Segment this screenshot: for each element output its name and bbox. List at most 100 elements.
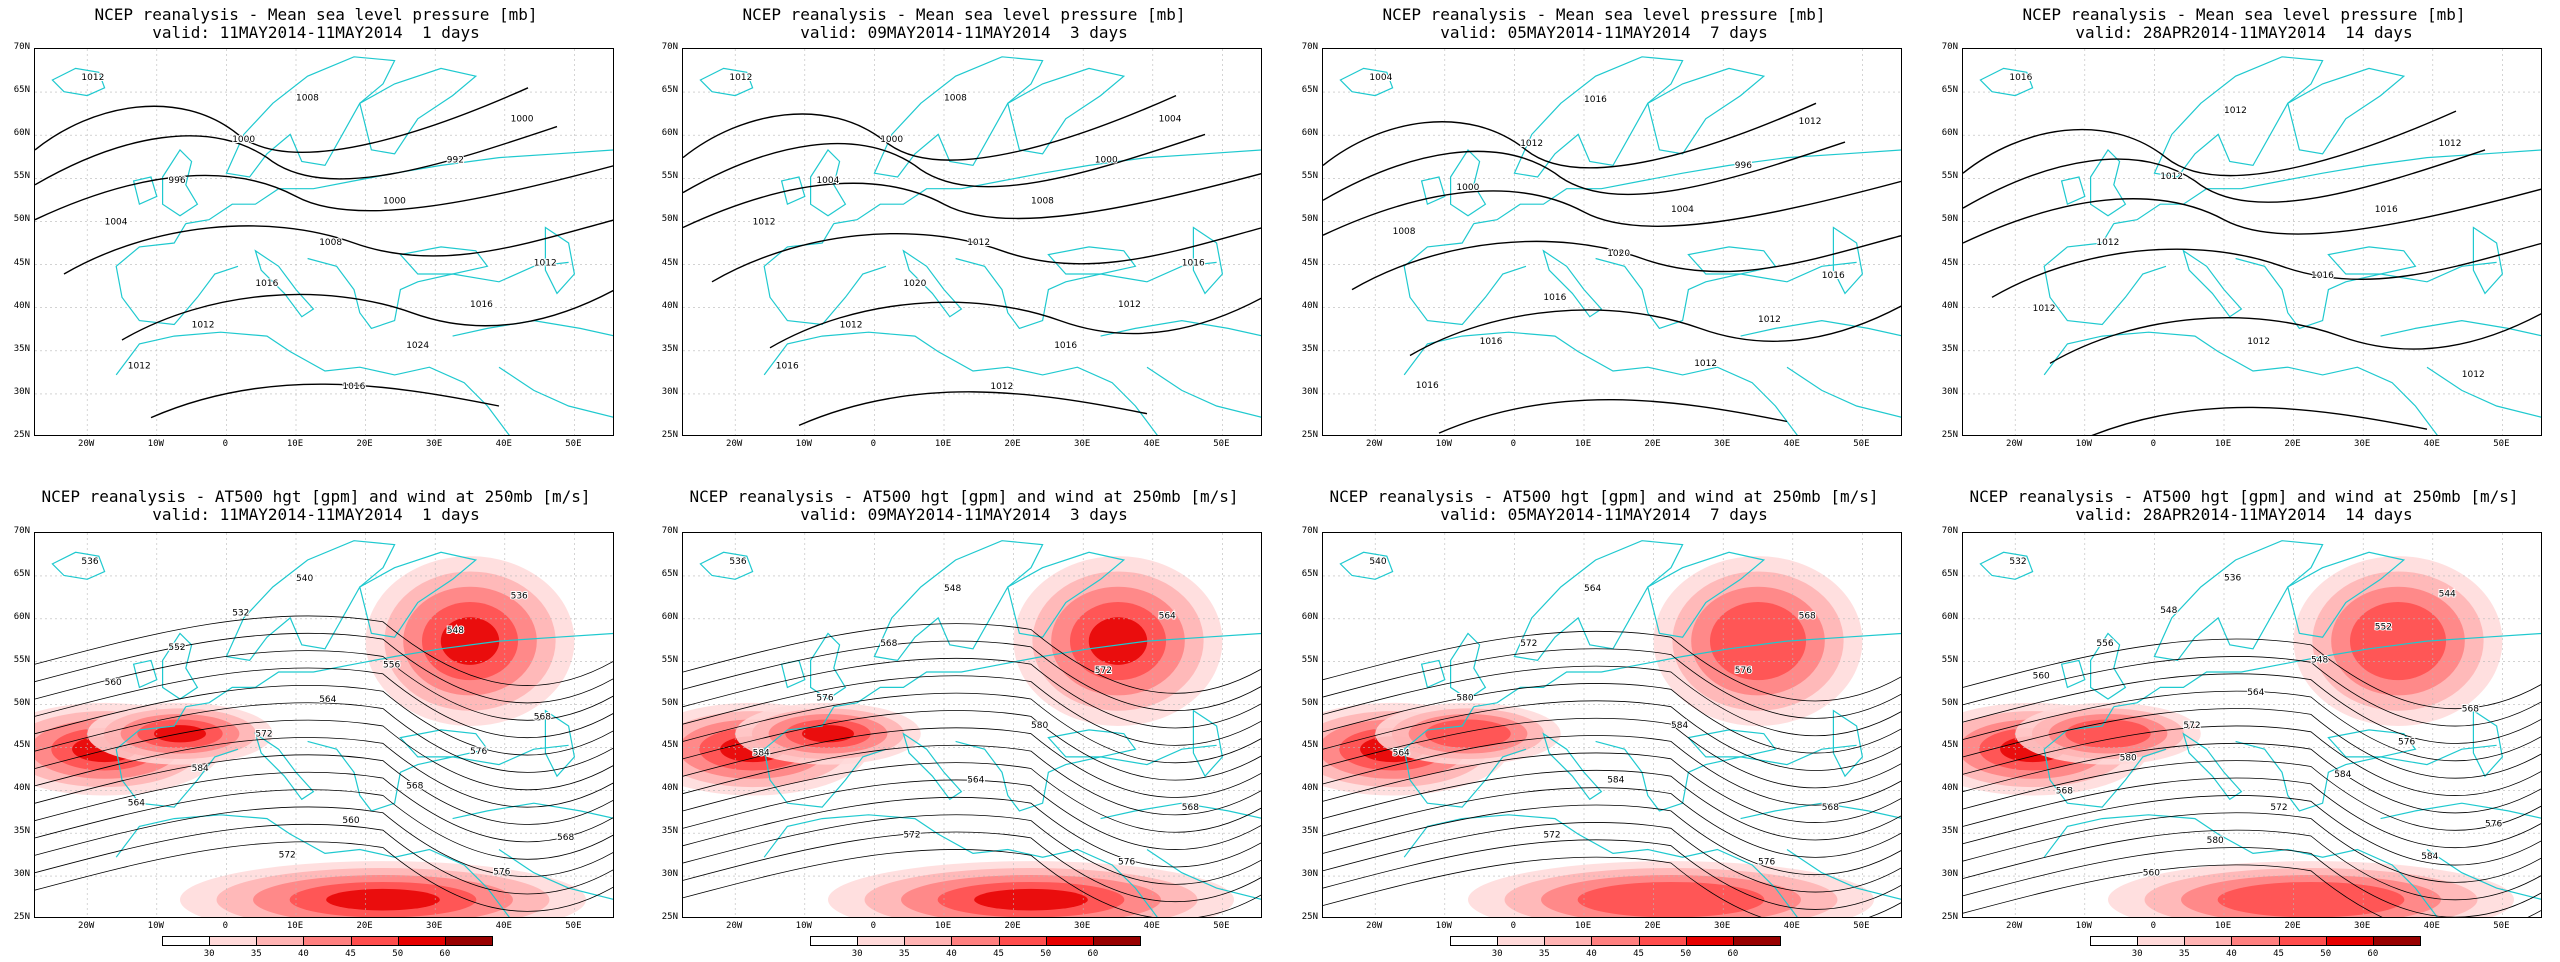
contour-label: 552 [2375,623,2392,633]
latitude-tick-label: 65N [1941,85,1958,96]
longitude-tick-label: 10W [2075,439,2092,449]
longitude-tick-label: 20W [2006,439,2023,449]
contour-label: 564 [967,776,984,786]
latitude-tick-label: 40N [13,300,30,311]
longitude-tick-label: 40E [1143,921,1160,931]
contour-label: 576 [470,747,487,757]
colorbar-swatch [2325,936,2374,946]
coastline [51,56,613,435]
colorbar-label: 60 [1727,949,1739,959]
panel-title: NCEP reanalysis - AT500 hgt [gpm] and wi… [1329,487,1879,506]
latitude-tick-label: 30N [13,386,30,397]
contour-label: 1008 [319,238,342,248]
contour-label: 1012 [753,217,776,227]
contour-label: 532 [2009,557,2026,567]
latitude-tick-label: 65N [661,568,678,579]
latitude-tick-label: 35N [1301,826,1318,837]
lat-lon-grid [683,49,1261,435]
contour-label: 584 [1671,721,1688,731]
contour-label: 564 [1393,748,1410,758]
contour-label: 1012 [2439,139,2462,149]
latitude-tick-label: 40N [13,783,30,794]
wind-speed-shading [1013,556,1223,726]
longitude-tick-label: 20E [1004,439,1021,449]
longitude-tick-label: 30E [2354,439,2371,449]
contour-label: 1016 [2009,73,2032,83]
colorbar-label: 40 [298,949,309,959]
latitude-tick-label: 65N [1301,568,1318,579]
longitude-tick-label: 30E [1714,439,1731,449]
colorbar-label: 60 [1087,949,1099,959]
latitude-tick-label: 60N [13,611,30,622]
colorbar-swatch [2137,936,2186,946]
latitude-tick-label: 45N [13,257,30,268]
longitude-tick-label: 50E [2493,439,2510,449]
contour-label: 1008 [944,94,967,104]
colorbar-swatch [1591,936,1640,946]
contour-label: 584 [192,764,209,774]
colorbar-swatch [951,936,1000,946]
colorbar-label: 50 [2320,949,2332,959]
latitude-tick-label: 70N [1301,42,1318,52]
contour-label: 548 [447,626,464,636]
panel-title: NCEP reanalysis - Mean sea level pressur… [1382,5,1826,24]
contour-label: 1000 [1456,183,1479,193]
map-canvas: 532 536 544 548 552 556 548 560 564 568 572 576 580 5… [1963,533,2541,917]
panel-title: NCEP reanalysis - Mean sea level pressur… [94,5,538,24]
latitude-tick-label: 55N [1941,171,1958,182]
colorbar-label: 30 [1491,949,1503,959]
latitude-tick-label: 25N [1301,912,1318,922]
contour-label: 568 [880,639,897,649]
latitude-tick-label: 65N [661,85,678,96]
map-panel: NCEP reanalysis - AT500 hgt [gpm] and wi… [1288,482,1920,960]
longitude-tick-label: 40E [1783,439,1800,449]
colorbar-label: 50 [1680,949,1692,959]
longitude-tick-label: 30E [1074,921,1091,931]
colorbar-swatch [2278,936,2327,946]
colorbar-swatch [1685,936,1734,946]
contour-label: 992 [447,156,464,166]
pressure-contours [683,94,1261,427]
contour-label: 1004 [816,176,839,186]
contour-label: 560 [2033,672,2050,682]
contour-label: 568 [1182,803,1199,813]
latitude-tick-label: 55N [13,654,30,665]
longitude-tick-label: 50E [2493,921,2510,931]
contour-label: 568 [534,712,551,722]
colorbar-label: 30 [2131,949,2143,959]
contour-label: 1012 [2462,370,2485,380]
longitude-tick-label: 0 [222,439,229,449]
colorbar-label: 35 [2178,949,2190,959]
contour-label: 540 [296,574,313,584]
latitude-tick-label: 50N [1301,697,1318,708]
contour-label: 576 [2485,819,2502,829]
contour-label: 1008 [1393,227,1416,237]
map-frame: 1012 1008 1000 1000 992 996 1000 1004 1008 1012 10… [34,48,614,436]
latitude-tick-label: 35N [13,343,30,354]
longitude-tick-label: 50E [565,921,582,931]
wind-speed-shading [365,556,575,726]
latitude-tick-label: 70N [1941,42,1958,52]
contour-label: 1012 [128,362,151,372]
latitude-tick-label: 40N [661,783,678,794]
map-frame: 536 540 536 532 548 552 556 560 564 568 572 576 584 5… [34,532,614,918]
longitude-tick-label: 20W [78,921,95,931]
map-canvas: 540 564 568 572 576 580 584 564 584 568 572 576 [1323,533,1901,917]
contour-label: 1016 [1416,381,1439,391]
longitude-tick-label: 40E [1143,439,1160,449]
contour-label: 580 [2120,754,2137,764]
latitude-tick-label: 50N [1941,214,1958,225]
longitude-tick-label: 30E [426,439,443,449]
colorbar-swatch [1497,936,1546,946]
contour-label: 572 [903,830,920,840]
contour-label: 1012 [2224,106,2247,116]
contour-label: 536 [729,557,746,567]
longitude-tick-label: 10E [286,439,304,449]
map-canvas: 1004 1016 1012 1012 996 1000 1004 1008 1020 1016 1… [1323,49,1901,435]
longitude-tick-label: 20E [1004,921,1021,931]
colorbar-swatch [1045,936,1094,946]
longitude-tick-label: 0 [870,921,877,931]
colorbar-swatch [2184,936,2233,946]
map-canvas: 536 540 536 532 548 552 556 560 564 568 572 576 584 5… [35,533,613,917]
contour-label: 1008 [1031,197,1054,207]
